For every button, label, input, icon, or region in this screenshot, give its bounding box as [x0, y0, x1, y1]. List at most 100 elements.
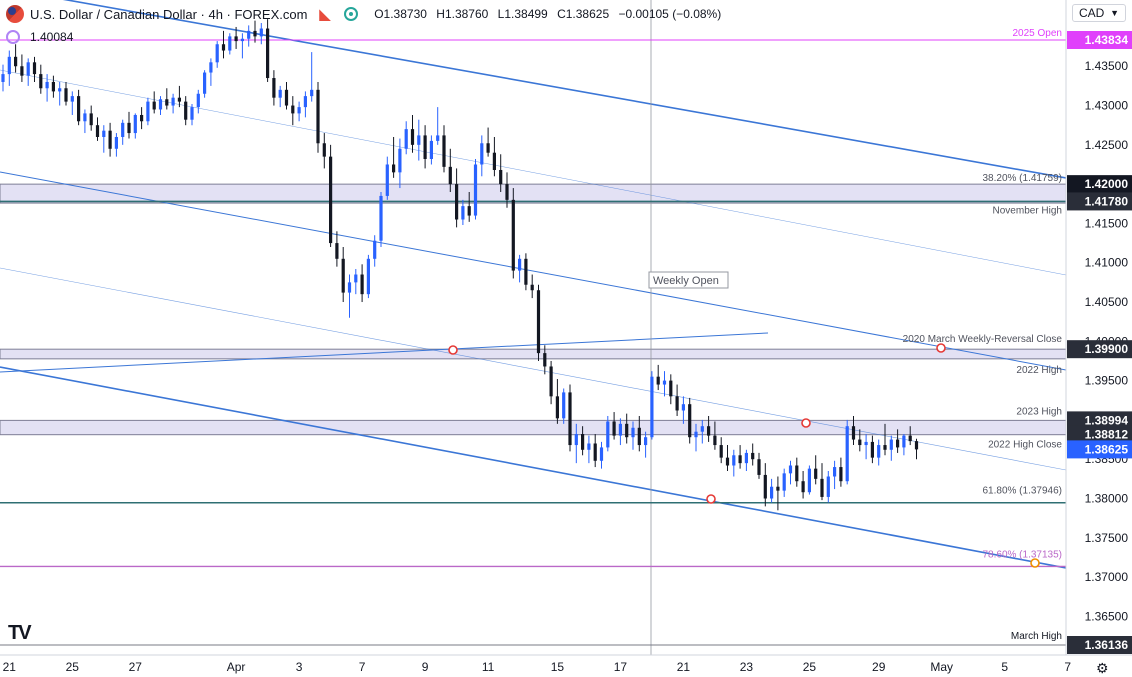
- candle-body: [555, 396, 559, 419]
- y-tick-label: 1.43500: [1085, 59, 1129, 73]
- candle-body: [184, 101, 188, 120]
- candle-body: [429, 140, 433, 159]
- x-tick-label: 27: [129, 660, 143, 674]
- price-badge: [1067, 31, 1132, 49]
- price-axis[interactable]: [1066, 0, 1132, 677]
- candle-body: [845, 426, 849, 482]
- candle-body: [121, 122, 125, 137]
- level-label: 2020 March Weekly-Reversal Close: [903, 334, 1063, 345]
- candle-body: [152, 101, 156, 110]
- candle-body: [7, 56, 11, 75]
- x-tick-label: 9: [422, 660, 429, 674]
- candle-body: [297, 107, 301, 114]
- price-badge: [1067, 192, 1132, 211]
- candle-body: [467, 206, 471, 216]
- candle-body: [45, 81, 49, 89]
- candle-body: [253, 30, 257, 37]
- x-tick-label: 17: [614, 660, 628, 674]
- candle-body: [530, 284, 534, 291]
- trend-line: [62, 0, 1066, 179]
- candle-body: [316, 89, 320, 144]
- candle-body: [612, 421, 616, 436]
- market-status-icon[interactable]: [344, 7, 359, 21]
- price-badge-text: 1.36136: [1085, 638, 1129, 652]
- candle-body: [278, 89, 282, 98]
- candle-body: [133, 114, 137, 134]
- candle-body: [839, 467, 843, 482]
- level-label: 38.20% (1.41759): [982, 173, 1062, 184]
- x-tick-label: 23: [740, 660, 754, 674]
- ohlc-values: O1.38730 H1.38760 L1.38499 C1.38625 −0.0…: [374, 7, 727, 21]
- candle-body: [870, 441, 874, 458]
- candle-body: [549, 366, 553, 397]
- candle-body: [833, 467, 837, 477]
- candle-body: [436, 135, 440, 141]
- trend-line: [0, 332, 769, 373]
- candle-body: [492, 152, 496, 170]
- x-tick-label: 29: [872, 660, 886, 674]
- candle-body: [58, 88, 62, 92]
- indicator-icon: [6, 30, 20, 44]
- open-value: O1.38730: [374, 7, 427, 21]
- y-tick-label: 1.36500: [1085, 609, 1129, 623]
- price-badge: [1067, 425, 1132, 444]
- currency-selector[interactable]: CAD ▼: [1072, 4, 1126, 22]
- candle-body: [807, 468, 811, 493]
- trend-line: [0, 267, 1066, 471]
- candle-body: [171, 97, 175, 106]
- x-tick-label: 11: [482, 660, 495, 674]
- candle-body: [272, 78, 276, 98]
- candle-body: [360, 274, 364, 295]
- candle-body: [814, 468, 818, 479]
- candle-body: [480, 143, 484, 165]
- candle-body: [656, 376, 660, 385]
- candle-body: [518, 258, 522, 271]
- candle-body: [574, 434, 578, 446]
- candle-body: [322, 143, 326, 157]
- candle-body: [247, 30, 251, 39]
- level-label: November High: [993, 205, 1062, 216]
- y-tick-label: 1.37500: [1085, 531, 1129, 545]
- level-label: 2022 High Close: [988, 440, 1062, 451]
- x-tick-label: 7: [359, 660, 366, 674]
- tradingview-logo[interactable]: TV: [8, 622, 32, 644]
- candle-body: [284, 89, 289, 106]
- candle-body: [303, 96, 307, 108]
- symbol-title[interactable]: U.S. Dollar / Canadian Dollar · 4h · FOR…: [30, 6, 308, 22]
- candle-body: [644, 437, 648, 446]
- candle-body: [215, 44, 219, 63]
- indicator-value: 1.40084: [30, 30, 74, 44]
- candle-body: [499, 169, 503, 185]
- gear-icon[interactable]: ⚙: [1096, 660, 1109, 676]
- flag-marker-icon[interactable]: ◣: [319, 5, 331, 22]
- candle-body: [896, 439, 900, 448]
- candle-body: [675, 396, 679, 411]
- zone-band: [0, 419, 1066, 436]
- indicator-legend[interactable]: 1.40084: [6, 30, 73, 44]
- price-badge: [1067, 636, 1132, 654]
- candle-body: [114, 136, 118, 149]
- candle-body: [725, 457, 730, 466]
- candle-body: [259, 28, 263, 37]
- candle-body: [568, 392, 572, 446]
- candle-body: [404, 129, 408, 149]
- candle-body: [700, 426, 704, 432]
- x-tick-label: 21: [677, 660, 691, 674]
- x-tick-label: 7: [1064, 660, 1071, 674]
- candle-body: [505, 184, 509, 200]
- candle-body: [347, 282, 352, 293]
- candle-body: [744, 452, 748, 464]
- candle-body: [826, 476, 830, 497]
- candle-body: [373, 240, 377, 259]
- candle-body: [77, 96, 81, 122]
- candle-body: [637, 427, 641, 446]
- touch-marker: [706, 494, 716, 504]
- touch-marker: [801, 418, 811, 428]
- candle-body: [392, 164, 396, 173]
- candle-body: [908, 435, 912, 442]
- candle-body: [39, 74, 43, 89]
- candle-body: [770, 486, 774, 499]
- candle-body: [851, 426, 856, 440]
- level-label: 2023 High: [1016, 406, 1062, 417]
